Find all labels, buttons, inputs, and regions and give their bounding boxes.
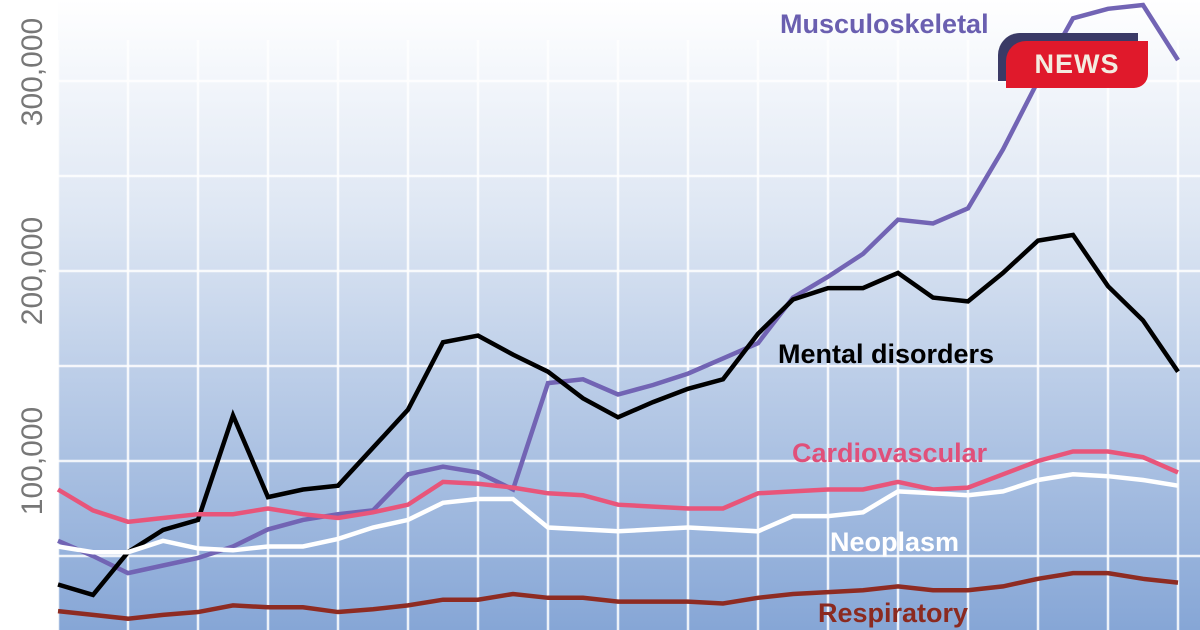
series-label-mental-disorders: Mental disorders xyxy=(778,339,994,369)
y-tick-label: 200,000 xyxy=(16,217,49,325)
series-line-cardiovascular xyxy=(56,449,1179,525)
series-label-musculoskeletal: Musculoskeletal xyxy=(780,9,989,39)
series-line-mental-disorders xyxy=(57,232,1180,598)
series-line-neoplasm xyxy=(57,472,1179,555)
news-logo: NEWS xyxy=(998,33,1148,88)
series-label-respiratory: Respiratory xyxy=(818,598,968,628)
y-tick-label: 100,000 xyxy=(16,407,49,515)
series-line-musculoskeletal xyxy=(57,2,1180,576)
plot-background xyxy=(58,0,1200,630)
series-label-neoplasm: Neoplasm xyxy=(830,527,959,557)
series-line-respiratory xyxy=(57,570,1179,621)
logo-text: NEWS xyxy=(1006,41,1148,88)
series-label-cardiovascular: Cardiovascular xyxy=(792,438,988,468)
y-tick-label: 300,000 xyxy=(16,18,49,126)
